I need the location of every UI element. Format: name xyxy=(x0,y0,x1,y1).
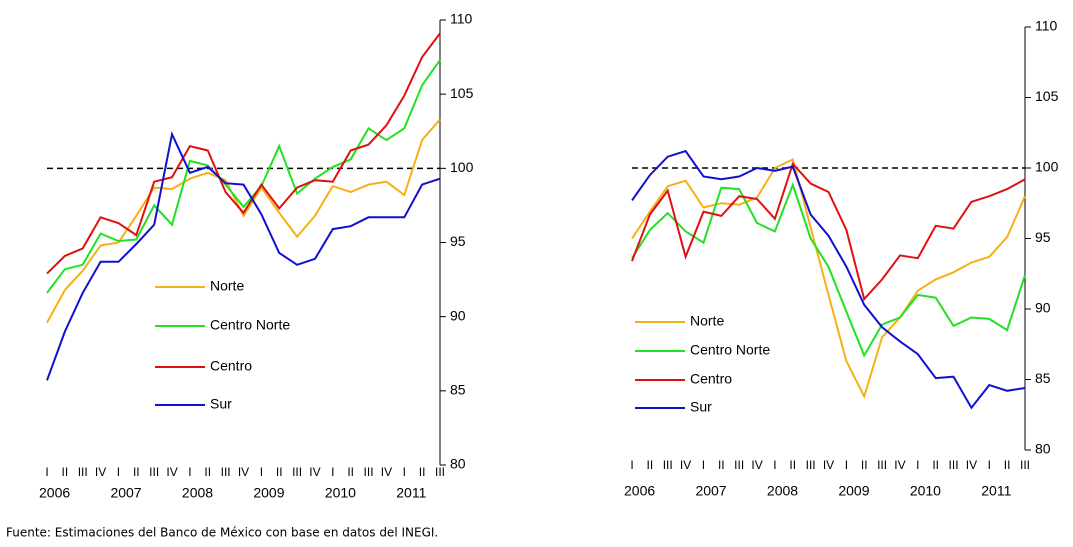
x-tick-label: IV xyxy=(894,458,905,472)
x-tick-label: III xyxy=(734,458,744,472)
series-line xyxy=(631,181,1026,358)
series-line xyxy=(631,158,1026,400)
year-label: 2009 xyxy=(253,485,284,501)
year-label: 2010 xyxy=(910,483,941,499)
x-tick-label: II xyxy=(1004,458,1011,472)
series-line xyxy=(631,161,1026,302)
year-label: 2007 xyxy=(695,483,726,499)
y-tick-label: 90 xyxy=(450,307,466,323)
x-tick-label: III xyxy=(292,465,302,479)
legend-label: Centro xyxy=(210,358,252,374)
legend-label: Norte xyxy=(690,313,724,329)
legend-label: Norte xyxy=(210,278,244,294)
legend-label: Sur xyxy=(690,399,712,415)
legend-label: Centro xyxy=(690,371,732,387)
x-tick-label: III xyxy=(877,458,887,472)
x-tick-label: II xyxy=(932,458,939,472)
y-tick-label: 100 xyxy=(1035,159,1059,175)
legend-label: Sur xyxy=(210,396,232,412)
y-tick-label: 85 xyxy=(1035,370,1051,386)
x-tick-label: IV xyxy=(309,465,320,479)
x-tick-label: III xyxy=(435,465,445,479)
x-tick-label: IV xyxy=(166,465,177,479)
x-tick-label: II xyxy=(62,465,69,479)
x-tick-label: I xyxy=(702,458,705,472)
x-tick-label: IV xyxy=(680,458,691,472)
x-tick-label: IV xyxy=(381,465,392,479)
x-tick-label: III xyxy=(78,465,88,479)
x-tick-label: I xyxy=(331,465,334,479)
x-tick-label: I xyxy=(188,465,191,479)
year-label: 2009 xyxy=(838,483,869,499)
x-tick-label: II xyxy=(789,458,796,472)
year-label: 2011 xyxy=(396,485,426,501)
y-tick-label: 95 xyxy=(1035,229,1051,245)
y-tick-label: 100 xyxy=(450,159,474,175)
year-label: 2006 xyxy=(39,485,70,501)
footnote: Fuente: Estimaciones del Banco de México… xyxy=(6,526,438,540)
y-tick-label: 85 xyxy=(450,382,466,398)
y-tick-label: 90 xyxy=(1035,300,1051,316)
y-tick-label: 95 xyxy=(450,233,466,249)
x-tick-label: I xyxy=(773,458,776,472)
x-tick-label: II xyxy=(204,465,211,479)
x-tick-label: I xyxy=(916,458,919,472)
x-tick-label: III xyxy=(806,458,816,472)
x-tick-label: IV xyxy=(95,465,106,479)
x-tick-label: I xyxy=(845,458,848,472)
x-tick-label: I xyxy=(117,465,120,479)
year-label: 2011 xyxy=(981,483,1011,499)
x-tick-label: II xyxy=(718,458,725,472)
y-tick-label: 110 xyxy=(1035,18,1058,34)
x-tick-label: III xyxy=(221,465,231,479)
series-line xyxy=(46,130,441,381)
y-tick-label: 80 xyxy=(1035,441,1051,457)
y-tick-label: 105 xyxy=(1035,88,1059,104)
x-tick-label: II xyxy=(276,465,283,479)
series-line xyxy=(631,149,1026,410)
series-line xyxy=(46,118,441,324)
x-tick-label: IV xyxy=(751,458,762,472)
legend-label: Centro Norte xyxy=(690,342,770,358)
x-tick-label: II xyxy=(647,458,654,472)
x-tick-label: IV xyxy=(238,465,249,479)
y-tick-label: 110 xyxy=(450,11,473,27)
x-tick-label: II xyxy=(347,465,354,479)
x-tick-label: IV xyxy=(823,458,834,472)
x-tick-label: II xyxy=(133,465,140,479)
year-label: 2007 xyxy=(110,485,141,501)
x-tick-label: I xyxy=(630,458,633,472)
x-tick-label: II xyxy=(861,458,868,472)
x-tick-label: I xyxy=(403,465,406,479)
x-tick-label: I xyxy=(260,465,263,479)
year-label: 2008 xyxy=(182,485,213,501)
y-tick-label: 105 xyxy=(450,85,474,101)
x-tick-label: III xyxy=(364,465,374,479)
x-tick-label: IV xyxy=(966,458,977,472)
year-label: 2006 xyxy=(624,483,655,499)
x-tick-label: I xyxy=(988,458,991,472)
legend-label: Centro Norte xyxy=(210,317,290,333)
series-line xyxy=(46,59,441,294)
x-tick-label: I xyxy=(45,465,48,479)
x-tick-label: III xyxy=(663,458,673,472)
x-tick-label: III xyxy=(149,465,159,479)
x-tick-label: II xyxy=(419,465,426,479)
year-label: 2010 xyxy=(325,485,356,501)
x-tick-label: III xyxy=(1020,458,1030,472)
series-line xyxy=(46,32,441,275)
y-tick-label: 80 xyxy=(450,456,466,472)
year-label: 2008 xyxy=(767,483,798,499)
x-tick-label: III xyxy=(949,458,959,472)
